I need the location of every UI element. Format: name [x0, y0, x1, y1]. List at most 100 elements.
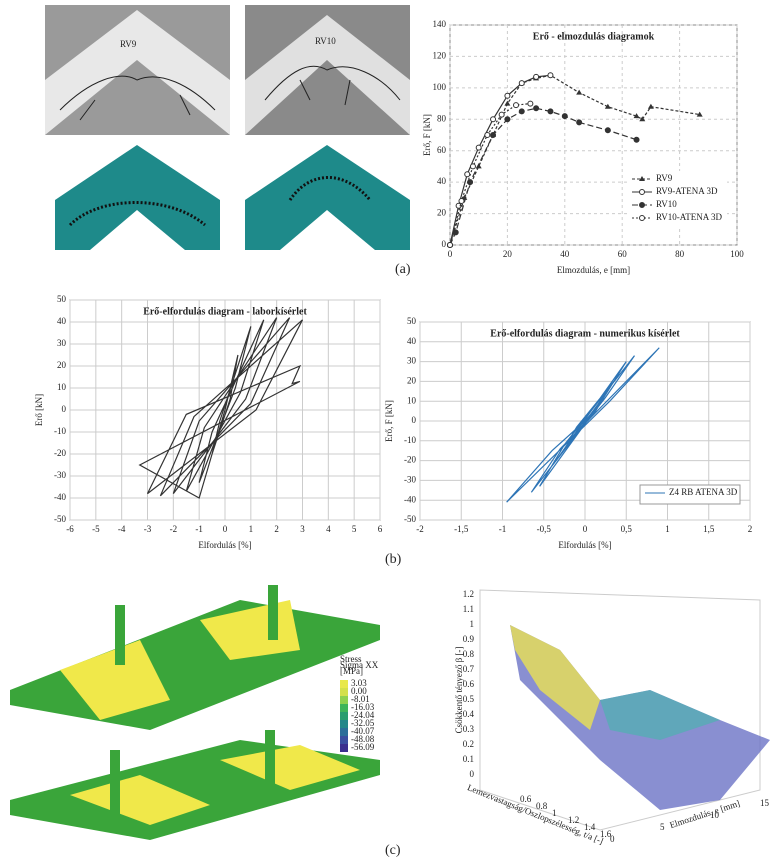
- x-tick-label: -2: [416, 524, 424, 534]
- photo-label: RV10: [315, 36, 336, 46]
- y-tick-label: -10: [54, 426, 66, 436]
- y-tick-label: -40: [404, 494, 416, 504]
- x-tick-label: 100: [730, 249, 744, 259]
- x-tick-label: -6: [66, 524, 74, 534]
- panel-label: (a): [395, 262, 411, 277]
- x-tick-label: -0,5: [537, 524, 552, 534]
- z-tick-label: 0.6: [463, 679, 475, 689]
- fe-model-rv10: [245, 145, 410, 250]
- marker: [448, 243, 453, 248]
- z-tick-label: 0.1: [463, 754, 474, 764]
- panel-label: (c): [385, 843, 401, 858]
- marker: [534, 106, 539, 111]
- y-tick-label: 0: [62, 404, 67, 414]
- marker: [577, 120, 582, 125]
- y-tick-label: 30: [57, 338, 67, 348]
- marker: [640, 190, 645, 195]
- marker: [470, 164, 475, 169]
- legend-label: RV10: [656, 199, 677, 209]
- y-tick-label: 40: [437, 176, 447, 186]
- legend-label: RV10-ATENA 3D: [656, 212, 723, 222]
- y-tick-label: 20: [57, 360, 67, 370]
- z-axis-title: Csökkentő tényező β [-]: [454, 647, 464, 734]
- y-tick-label: 50: [57, 294, 67, 304]
- y-axis-title: Erő [kN]: [34, 394, 44, 426]
- y-tick-label: -50: [54, 514, 66, 524]
- x-tick-label: -2: [170, 524, 178, 534]
- x-axis-title: Elfordulás [%]: [198, 540, 251, 550]
- y-tick-label: -10: [404, 435, 416, 445]
- y-axis-title: Lemezvastagság/Oszlopszélesség, t/a [-]: [466, 782, 605, 846]
- marker: [491, 133, 496, 138]
- x-tick-label: -1: [499, 524, 507, 534]
- z-tick-label: 0.7: [463, 664, 475, 674]
- legend-swatch: [340, 712, 348, 720]
- z-tick-label: 0: [470, 769, 475, 779]
- z-tick-label: 0.3: [463, 724, 475, 734]
- z-tick-label: 0.5: [463, 694, 475, 704]
- marker: [453, 230, 458, 235]
- y-axis-title: Erő, F [kN]: [384, 400, 394, 442]
- y-tick-label: 40: [407, 336, 417, 346]
- x-tick-label: 0: [223, 524, 228, 534]
- marker: [640, 216, 645, 221]
- photo-rv9: RV9: [45, 5, 230, 135]
- legend-swatch: [340, 688, 348, 696]
- x-axis-title: Elmozdulás, e [mm]: [557, 265, 630, 275]
- y-tick-label: 120: [433, 50, 447, 60]
- y-tick-label: 10: [407, 395, 417, 405]
- y-tick-label: 40: [57, 316, 67, 326]
- y-axis-title: Erő, F [kN]: [422, 114, 432, 156]
- x-tick-label: 5: [352, 524, 357, 534]
- legend-value: -56.09: [351, 742, 375, 752]
- z-tick-label: 0.8: [463, 649, 475, 659]
- marker: [534, 74, 539, 79]
- x-tick-label: 2: [748, 524, 753, 534]
- y-tick-label: -30: [54, 470, 66, 480]
- legend-swatch: [340, 728, 348, 736]
- x-tick-label: -3: [144, 524, 152, 534]
- y-tick-label: -30: [404, 474, 416, 484]
- z-tick-label: 0.9: [463, 634, 475, 644]
- z-tick-label: 1.2: [463, 589, 474, 599]
- x-tick-label: 3: [300, 524, 305, 534]
- chart-title: Erő - elmozdulás diagramok: [533, 31, 655, 42]
- y-tick-label: 140: [433, 19, 447, 29]
- x-tick-label: 0: [583, 524, 588, 534]
- y-tick-label: -20: [54, 448, 66, 458]
- marker: [491, 117, 496, 122]
- chart-title: Erő-elfordulás diagram - laborkísérlet: [143, 306, 307, 317]
- y-tick-label: -50: [404, 514, 416, 524]
- x-tick-label: -1: [195, 524, 203, 534]
- legend-swatch: [340, 744, 348, 752]
- slab-bottom: [10, 730, 380, 840]
- z-tick-label: 0.4: [463, 709, 475, 719]
- y-tick-label: -40: [54, 492, 66, 502]
- x-tick-label: -5: [92, 524, 100, 534]
- y-tick-label: 10: [57, 382, 67, 392]
- x-tick-label: 0,5: [621, 524, 633, 534]
- x-tick-label: -1,5: [454, 524, 469, 534]
- marker: [459, 199, 464, 204]
- marker: [562, 114, 567, 119]
- z-tick-label: 0.2: [463, 739, 474, 749]
- y-tick-label: 0: [442, 239, 447, 249]
- stress-legend: StressSigma XX[MPa]3.030.00-8.01-16.03-2…: [340, 654, 379, 752]
- z-tick-label: 1.1: [463, 604, 474, 614]
- figure: RV9 RV10 (a) (b) (c) e F StressSigma XX[…: [0, 0, 771, 860]
- chart-title: Erő-elfordulás diagram - numerikus kísér…: [490, 328, 680, 339]
- y-tick-label: 50: [407, 316, 417, 326]
- legend-label: Z4 RB ATENA 3D: [669, 487, 738, 497]
- legend-swatch: [340, 680, 348, 688]
- x-tick-label: 60: [618, 249, 628, 259]
- legend-title: [MPa]: [340, 666, 363, 676]
- marker: [519, 109, 524, 114]
- marker: [499, 112, 504, 117]
- x-tick-label: 20: [503, 249, 513, 259]
- x-tick-label: 1,5: [703, 524, 715, 534]
- y-tick-label: 60: [437, 145, 447, 155]
- marker: [519, 81, 524, 86]
- x-tick-label: -4: [118, 524, 126, 534]
- fe-model-rv9: [55, 145, 220, 250]
- y-tick-label: 0: [412, 415, 417, 425]
